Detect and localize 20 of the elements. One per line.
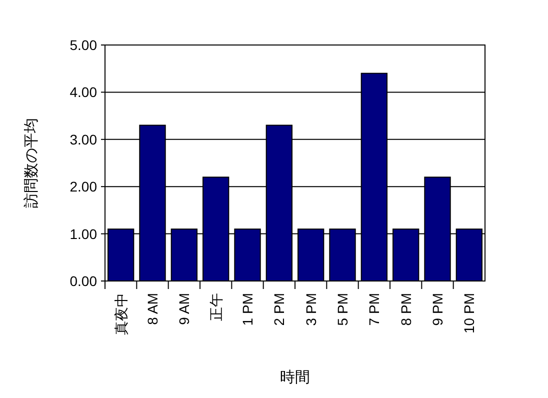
x-tick-label: 3 PM	[302, 293, 319, 326]
y-axis-title: 訪問数の平均	[23, 118, 40, 208]
x-tick-label: 8 AM	[144, 293, 160, 325]
y-tick-label: 2.00	[70, 178, 98, 195]
y-tick-label: 3.00	[70, 131, 98, 148]
x-tick-label: 2 PM	[271, 293, 288, 326]
y-tick-label: 5.00	[70, 37, 98, 53]
y-tick-label: 1.00	[70, 226, 98, 242]
x-tick-label: 10 PM	[461, 293, 478, 334]
x-tick-label: 9 PM	[430, 293, 446, 326]
x-tick-label: 8 PM	[398, 293, 414, 326]
x-axis-title: 時間	[280, 369, 310, 386]
x-tick-label: 真夜中	[112, 293, 129, 335]
y-tick-label: 0.00	[70, 273, 98, 289]
x-tick-label: 正午	[208, 293, 224, 321]
x-tick-label: 7 PM	[366, 293, 382, 326]
x-tick-label: 1 PM	[240, 293, 256, 326]
x-tick-label: 5 PM	[334, 293, 350, 326]
y-tick-label: 4.00	[70, 84, 98, 100]
x-tick-label: 9 AM	[176, 293, 192, 325]
